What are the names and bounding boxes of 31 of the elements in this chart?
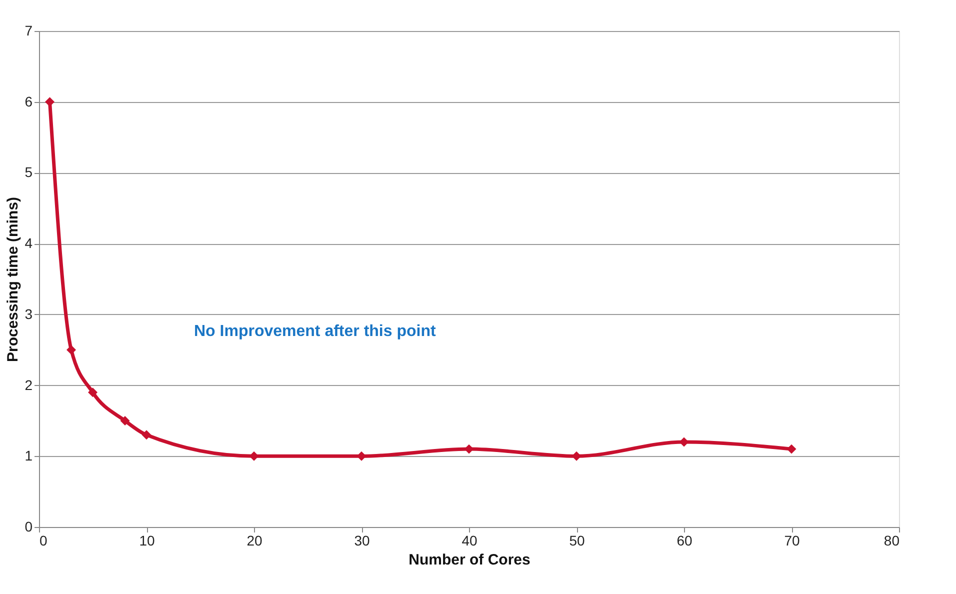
x-tick-label: 30	[354, 532, 370, 548]
x-tick-label: 60	[676, 532, 692, 548]
y-tick-label: 5	[24, 164, 33, 180]
x-tick-label: 70	[784, 532, 800, 548]
y-tick-label: 4	[24, 235, 33, 252]
point	[66, 345, 76, 355]
annotation: No Improvement after this point	[194, 323, 436, 340]
x-axis-title: Number of Cores	[408, 552, 530, 568]
point	[464, 444, 474, 454]
point	[786, 444, 796, 454]
point	[356, 451, 366, 461]
y-tick-label: 7	[24, 22, 33, 38]
x-tick-label: 50	[569, 532, 585, 548]
y-tick-label: 2	[24, 376, 33, 393]
point	[679, 437, 689, 447]
point	[120, 416, 130, 426]
x-tick-label: 20	[246, 532, 262, 548]
y-tick-label: 3	[24, 306, 33, 322]
point	[88, 388, 98, 398]
point	[45, 97, 54, 107]
y-tick-label: 1	[24, 448, 33, 464]
point	[249, 451, 259, 461]
y-tick-label: 0	[24, 518, 33, 534]
point	[142, 430, 152, 440]
y-tick-label: 6	[24, 93, 33, 110]
x-tick-label: 0	[40, 532, 48, 548]
point	[572, 451, 582, 461]
x-tick-label: 10	[139, 532, 155, 548]
x-tick-label: 40	[462, 532, 478, 548]
y-axis-title: Processing time (mins)	[4, 196, 22, 362]
x-tick-label: 80	[884, 532, 900, 548]
